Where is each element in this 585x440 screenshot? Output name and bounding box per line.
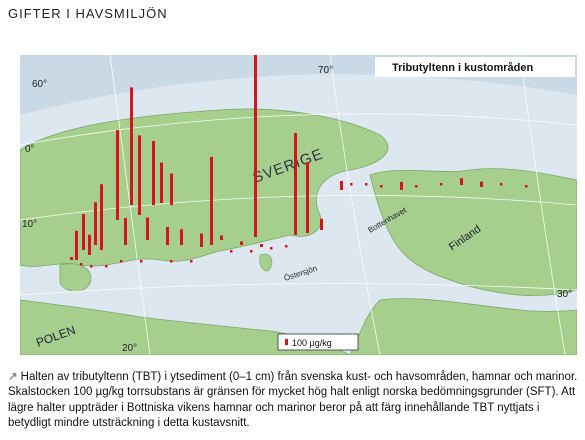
measurement-dot (365, 183, 368, 186)
measurement-bar (210, 220, 213, 245)
measurement-bar (210, 156, 213, 233)
page-header-title: GIFTER I HAVSMILJÖN (8, 6, 168, 21)
measurement-dot (90, 265, 93, 268)
measurement-bar (116, 130, 119, 220)
measurement-dot (120, 260, 123, 263)
measurement-bar (94, 202, 97, 245)
measurement-bar (130, 87, 133, 205)
measurement-bar (400, 181, 403, 190)
measurement-dot (105, 265, 108, 268)
measurement-bar (166, 227, 169, 245)
measurement-bar (180, 229, 183, 245)
legend-label: 100 µg/kg (292, 338, 332, 348)
measurement-bar (170, 173, 173, 205)
measurement-bar (138, 135, 141, 215)
graticule-label-60: 60° (32, 79, 47, 90)
measurement-dot (140, 260, 143, 263)
measurement-bar (146, 217, 149, 240)
measurement-bar (260, 244, 263, 247)
caption-text: Halten av tributyltenn (TBT) i ytsedimen… (8, 371, 578, 430)
graticule (20, 55, 577, 355)
graticule-label-10: 10° (22, 219, 37, 230)
measurement-bar (460, 178, 463, 185)
measurement-bar (294, 132, 297, 235)
measurement-dot (270, 247, 273, 250)
measurement-bar (306, 162, 309, 233)
gotland-land (259, 253, 273, 272)
legend-bar-swatch (285, 339, 288, 345)
caption-arrow-icon: ↗ (8, 371, 18, 383)
measurement-dot (440, 183, 443, 186)
graticule-label-0: 0° (25, 144, 35, 155)
measurement-dot (415, 185, 418, 188)
finland-land (369, 168, 577, 296)
legend-box (277, 333, 359, 351)
map-title-box (375, 57, 575, 77)
map-title: Tributyltenn i kustområden (392, 62, 533, 74)
measurement-dot (380, 185, 383, 188)
measurement-bar (124, 218, 127, 245)
caption: ↗ Halten av tributyltenn (TBT) i ytsedime… (8, 370, 578, 432)
measurement-dot (525, 185, 528, 188)
measurement-bar (480, 181, 483, 187)
measurement-bar (220, 235, 223, 240)
measurement-bar (160, 162, 163, 203)
measurement-bar (82, 214, 85, 250)
measurement-dot (350, 183, 353, 186)
measurement-bar (88, 234, 91, 255)
measurement-bar (240, 241, 243, 245)
measurement-bar (320, 218, 323, 230)
measurement-dot (80, 263, 83, 266)
measurement-dot (230, 250, 233, 253)
graticule-label-70: 70° (318, 65, 333, 76)
measurement-bar (100, 184, 103, 250)
measurement-dot (250, 250, 253, 253)
measurement-bar (200, 233, 203, 247)
measurement-bar (70, 257, 73, 260)
measurement-bars (70, 55, 528, 268)
graticule-label-20: 20° (122, 343, 137, 354)
measurement-dot (500, 183, 503, 186)
measurement-dot (190, 260, 193, 263)
measurement-dot (170, 260, 173, 263)
graticule-label-30: 30° (557, 289, 572, 300)
measurement-bar (75, 230, 78, 260)
measurement-bar (152, 140, 155, 205)
baltic-states-land (349, 298, 577, 355)
measurement-bar (340, 181, 343, 190)
measurement-dot (285, 245, 288, 248)
tbt-map: 70° 60° 0° 10° 20° 30° Tributyltenn i ku… (20, 55, 577, 355)
denmark-land (59, 263, 92, 292)
measurement-bar (254, 55, 257, 237)
